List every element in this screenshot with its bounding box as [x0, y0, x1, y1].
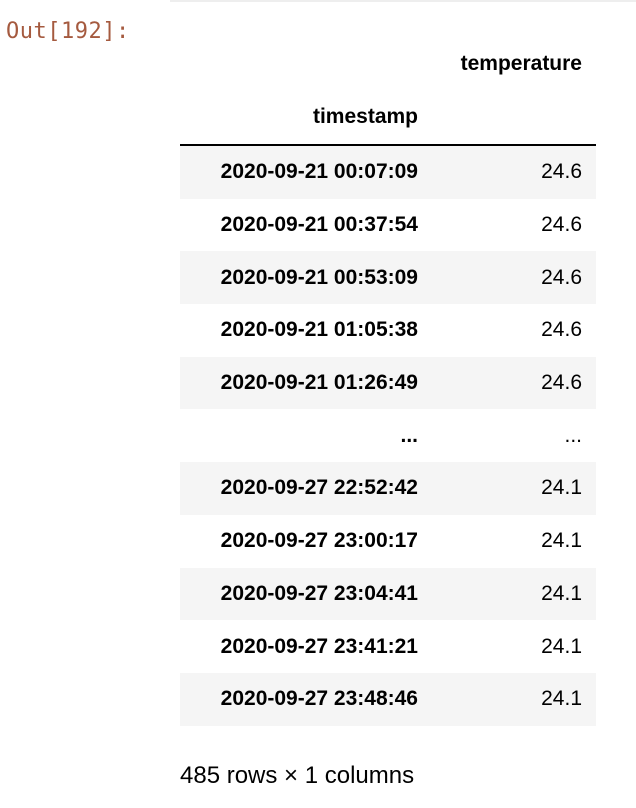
- cell-temperature: 24.1: [541, 581, 582, 605]
- output-prompt: Out[192]:: [6, 19, 130, 44]
- cell-temperature: 24.6: [541, 371, 582, 395]
- row-index-timestamp: 2020-09-27 23:41:21: [220, 634, 418, 658]
- table-row: 2020-09-21 01:05:38 24.6: [180, 304, 596, 357]
- table-row: 2020-09-21 00:07:09 24.6: [180, 146, 596, 199]
- row-index-timestamp: 2020-09-27 22:52:42: [220, 476, 418, 500]
- table-row: ......: [180, 409, 596, 462]
- shape-summary: 485 rows × 1 columns: [180, 762, 415, 789]
- row-index-timestamp: 2020-09-21 00:53:09: [220, 265, 418, 289]
- dataframe-table: temperature timestamp 2020-09-21 00:07:0…: [180, 38, 596, 726]
- table-row: 2020-09-21 00:53:09 24.6: [180, 251, 596, 305]
- cell-temperature: 24.1: [541, 634, 582, 658]
- table-row: 2020-09-27 23:04:41 24.1: [180, 567, 596, 621]
- cell-temperature: 24.1: [541, 687, 582, 711]
- row-index-timestamp: 2020-09-21 00:07:09: [220, 160, 418, 184]
- row-index-timestamp: 2020-09-21 01:05:38: [220, 318, 418, 342]
- table-row: 2020-09-27 23:41:21 24.1: [180, 620, 596, 673]
- row-index-timestamp: 2020-09-21 01:26:49: [220, 371, 418, 395]
- cell-temperature: 24.6: [541, 318, 582, 342]
- row-index-timestamp: 2020-09-27 23:48:46: [220, 687, 418, 711]
- row-index-timestamp: ...: [400, 423, 418, 447]
- cell-temperature: 24.6: [541, 265, 582, 289]
- table-row: 2020-09-27 23:00:17 24.1: [180, 515, 596, 568]
- column-header-row: temperature: [180, 38, 596, 90]
- cell-temperature: ...: [564, 423, 582, 447]
- row-index-timestamp: 2020-09-27 23:04:41: [220, 581, 418, 605]
- index-name-timestamp: timestamp: [312, 105, 418, 128]
- table-row: 2020-09-27 22:52:42 24.1: [180, 462, 596, 515]
- cell-top-border: [170, 0, 636, 2]
- index-name-row: timestamp: [180, 90, 596, 146]
- cell-temperature: 24.6: [541, 160, 582, 184]
- row-index-timestamp: 2020-09-21 00:37:54: [220, 213, 418, 237]
- row-index-timestamp: 2020-09-27 23:00:17: [220, 529, 418, 553]
- cell-temperature: 24.1: [541, 529, 582, 553]
- table-row: 2020-09-21 00:37:54 24.6: [180, 199, 596, 252]
- table-row: 2020-09-27 23:48:46 24.1: [180, 672, 596, 726]
- table-body: 2020-09-21 00:07:09 24.6 2020-09-21 00:37:…: [180, 146, 596, 726]
- cell-temperature: 24.6: [541, 213, 582, 237]
- table-row: 2020-09-21 01:26:49 24.6: [180, 356, 596, 410]
- column-header-temperature: temperature: [460, 52, 582, 75]
- cell-temperature: 24.1: [541, 476, 582, 500]
